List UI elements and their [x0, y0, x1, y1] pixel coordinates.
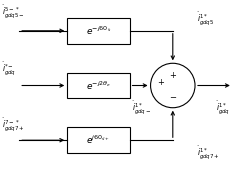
Ellipse shape: [150, 63, 195, 108]
Text: $+$: $+$: [156, 77, 165, 87]
Text: $+$: $+$: [169, 70, 177, 81]
Text: $\dot{i}^{7-*}_{gdq7+}$: $\dot{i}^{7-*}_{gdq7+}$: [2, 116, 25, 133]
Text: $\dot{i}^{5-*}_{gdq5-}$: $\dot{i}^{5-*}_{gdq5-}$: [2, 3, 25, 21]
Text: $e^{-j2\theta_e}$: $e^{-j2\theta_e}$: [86, 79, 111, 92]
Text: $-$: $-$: [169, 91, 177, 100]
Text: $\dot{i}^{1*}_{gdq-}$: $\dot{i}^{1*}_{gdq-}$: [132, 99, 151, 116]
Text: $\dot{i}^{1*}_{gdq5}$: $\dot{i}^{1*}_{gdq5}$: [198, 10, 215, 27]
FancyBboxPatch shape: [67, 127, 130, 153]
FancyBboxPatch shape: [67, 18, 130, 44]
FancyBboxPatch shape: [67, 73, 130, 98]
Text: $\dot{i}^{1*}_{gdq7+}$: $\dot{i}^{1*}_{gdq7+}$: [198, 144, 220, 161]
Text: $e^{j60_{\bar{s}+}}$: $e^{j60_{\bar{s}+}}$: [86, 134, 110, 146]
Text: $\dot{i}^{1*}_{gdq}$: $\dot{i}^{1*}_{gdq}$: [216, 99, 230, 116]
Text: $\dot{i}^{*-}_{gdq}$: $\dot{i}^{*-}_{gdq}$: [2, 60, 17, 77]
Text: $e^{-j60_{\bar{s}}}$: $e^{-j60_{\bar{s}}}$: [86, 25, 111, 37]
